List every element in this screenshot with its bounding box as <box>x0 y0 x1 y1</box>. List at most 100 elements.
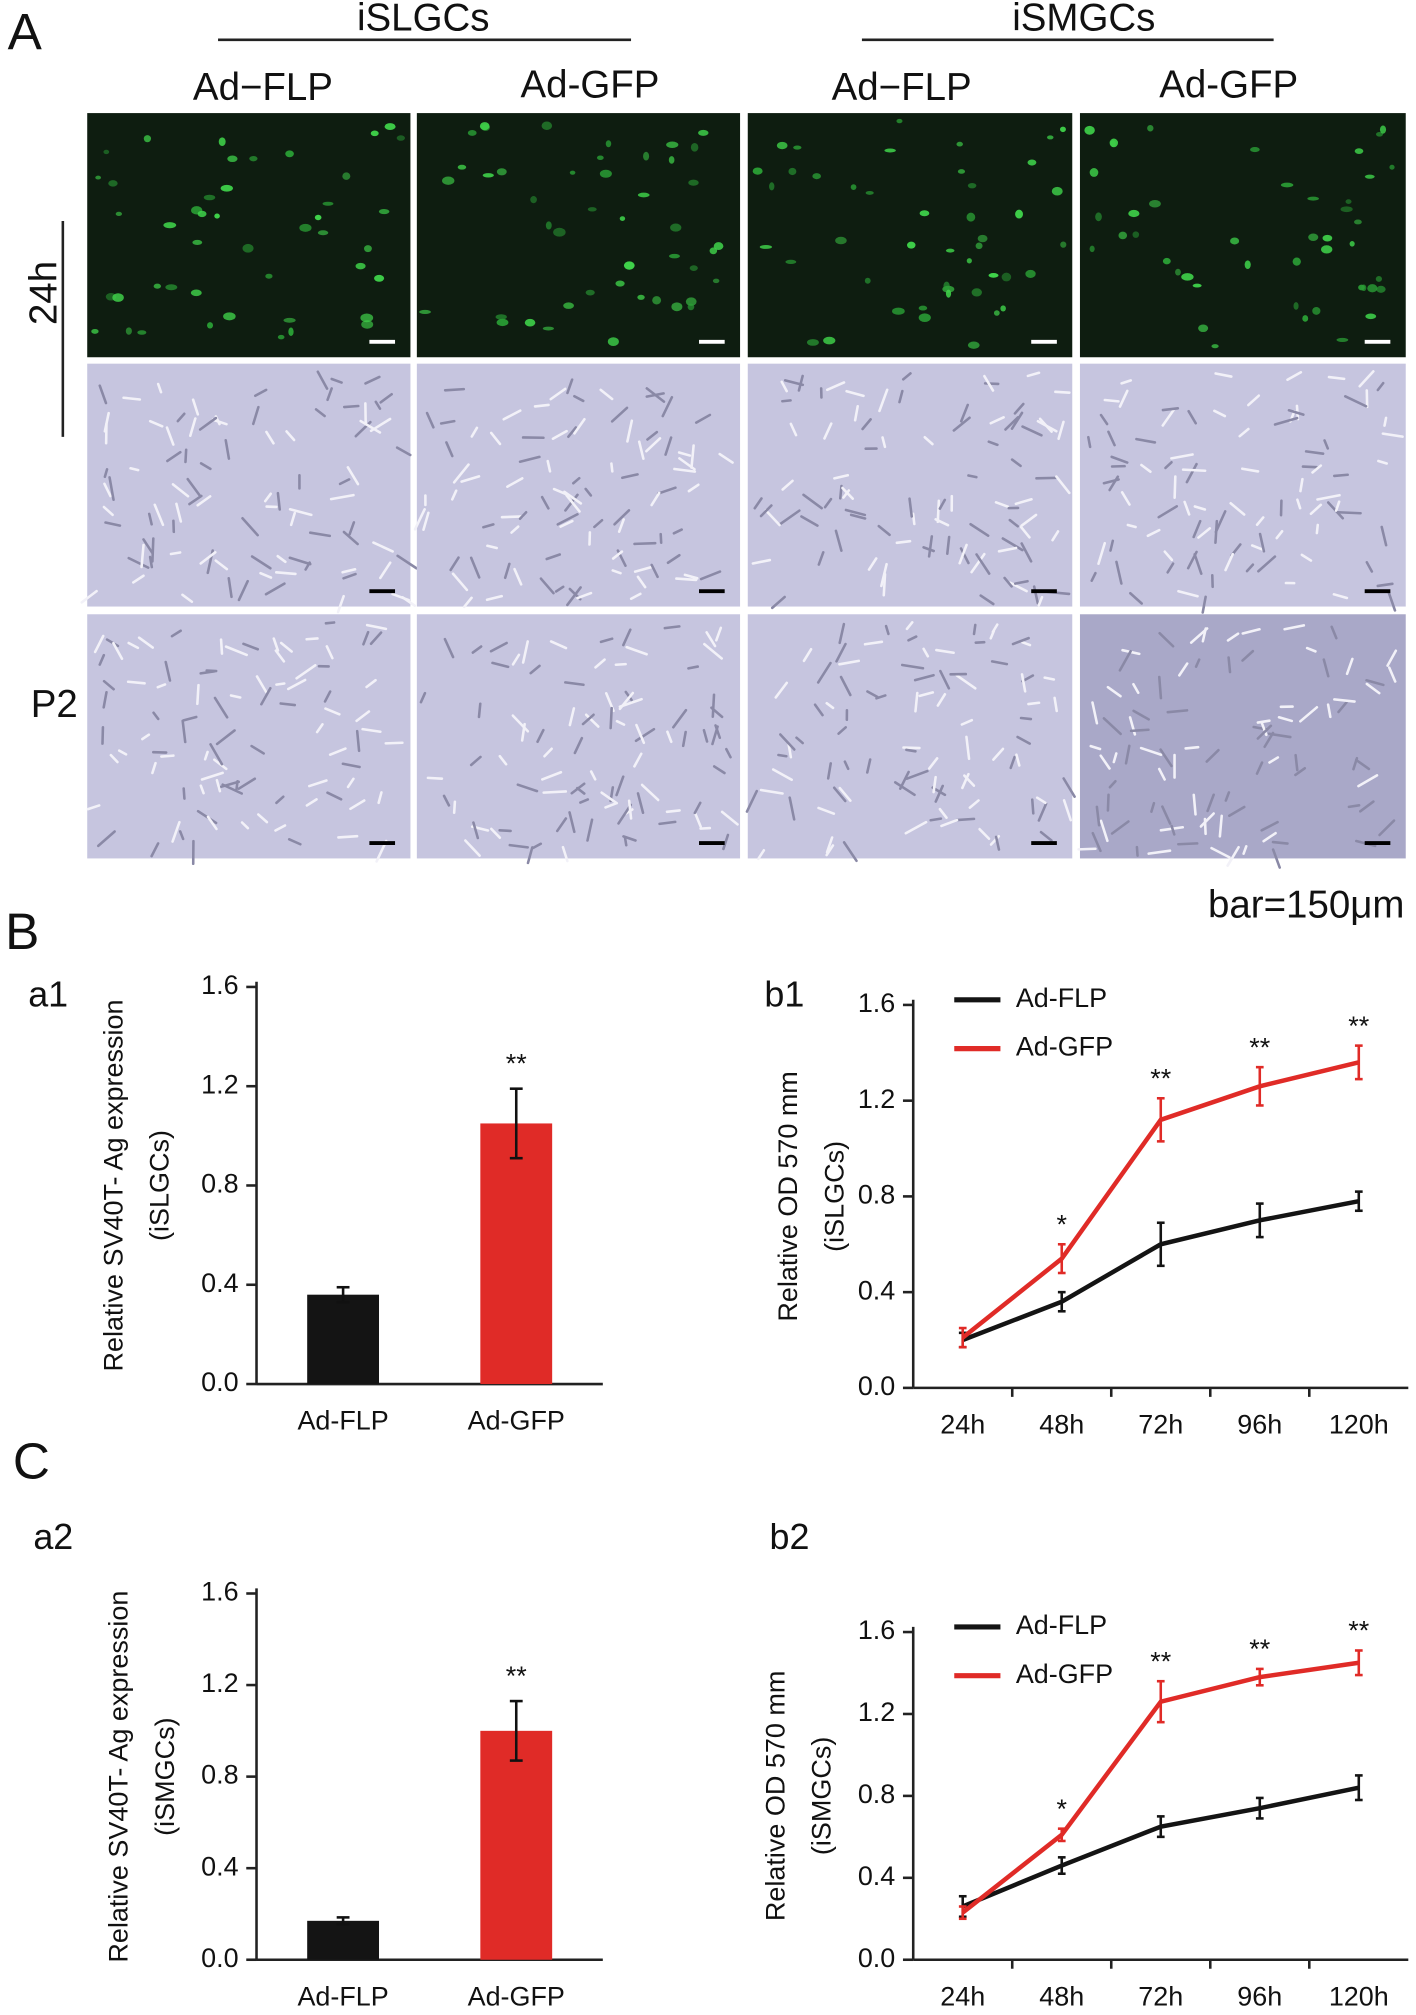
cell <box>1192 283 1202 288</box>
x-tick-label: 120h <box>1329 1981 1389 2011</box>
cell <box>150 842 160 858</box>
cell <box>349 799 366 811</box>
cell <box>1055 475 1071 495</box>
cell <box>1387 590 1397 612</box>
cell <box>618 691 635 711</box>
y-tick-label: 1.2 <box>201 1668 238 1698</box>
cell <box>1365 678 1385 687</box>
cell <box>1016 735 1032 745</box>
cell <box>826 762 833 780</box>
cell <box>656 486 677 495</box>
cell <box>923 435 934 446</box>
cell <box>452 800 457 815</box>
cell <box>1380 525 1388 547</box>
cell <box>126 680 146 685</box>
cell <box>927 757 939 770</box>
cell <box>549 387 567 401</box>
cell <box>1102 717 1122 736</box>
cell <box>1205 748 1220 763</box>
cell <box>1376 285 1386 293</box>
cell <box>1099 754 1111 770</box>
cell <box>1343 395 1368 408</box>
cell <box>1300 553 1313 562</box>
micrograph <box>747 363 1073 610</box>
cell <box>1139 746 1163 757</box>
cell <box>361 320 374 329</box>
cell <box>615 719 626 726</box>
cell <box>932 775 937 794</box>
cell <box>1227 805 1246 818</box>
cell <box>725 747 732 759</box>
significance: ** <box>1150 1646 1171 1676</box>
cell <box>586 818 594 842</box>
cell <box>206 815 218 831</box>
cell <box>1175 268 1181 276</box>
cell <box>793 145 802 150</box>
charts: a1 Relative SV40T- Ag expression (iSLGCs) 0… <box>28 970 1409 2011</box>
cell <box>1099 413 1109 426</box>
cell <box>141 733 151 741</box>
cell <box>666 141 679 148</box>
cell <box>413 508 426 531</box>
cell <box>722 833 730 851</box>
cell <box>1386 649 1398 667</box>
x-tick-label: Ad-FLP <box>297 1406 388 1436</box>
x-tick-label: 96h <box>1237 1981 1282 2011</box>
cell <box>214 213 220 219</box>
cell <box>214 559 229 571</box>
cell <box>518 455 541 464</box>
panel-label: A <box>8 4 43 61</box>
cell <box>104 521 122 527</box>
cell <box>472 821 480 840</box>
cell <box>918 313 931 322</box>
cell <box>355 710 371 723</box>
cell <box>1198 324 1209 333</box>
cell <box>693 801 702 815</box>
cell <box>568 811 576 834</box>
y-tick-label: 1.6 <box>858 1615 895 1645</box>
cell <box>1157 675 1163 700</box>
cell <box>669 253 680 259</box>
cell <box>795 736 805 745</box>
cell <box>806 339 819 346</box>
x-tick-label: Ad-GFP <box>468 1981 565 2011</box>
cell <box>918 305 928 311</box>
cell <box>1057 420 1065 441</box>
cell <box>308 779 328 788</box>
cell <box>338 478 351 486</box>
cell <box>1166 709 1189 714</box>
cell <box>241 516 259 537</box>
cell <box>442 176 455 185</box>
cell <box>1203 817 1207 836</box>
significance: ** <box>1150 1063 1171 1093</box>
cell <box>342 172 351 180</box>
cell <box>1332 593 1349 600</box>
cell <box>539 577 555 595</box>
column-label: Ad−FLP <box>193 66 333 109</box>
cell <box>199 784 205 795</box>
cell <box>299 223 312 232</box>
cell <box>1108 779 1117 789</box>
cell <box>714 724 722 740</box>
cell <box>658 820 677 826</box>
cell <box>171 483 190 498</box>
cell <box>594 658 606 669</box>
cell <box>1199 812 1215 828</box>
y-axis-label: (iSLGCs) <box>145 1130 175 1241</box>
cell <box>1336 510 1362 515</box>
cell <box>838 786 852 802</box>
cell <box>359 419 382 434</box>
cell <box>542 326 555 331</box>
cell <box>1240 467 1260 473</box>
cell <box>283 317 296 323</box>
cell <box>715 626 723 642</box>
cell <box>1020 542 1033 563</box>
cell <box>163 222 177 229</box>
cell <box>633 752 643 768</box>
significance: ** <box>1249 1032 1270 1062</box>
cell <box>945 289 952 298</box>
cell <box>112 641 124 661</box>
micrograph <box>1077 614 1406 869</box>
cell <box>188 494 203 506</box>
cell <box>207 322 214 329</box>
